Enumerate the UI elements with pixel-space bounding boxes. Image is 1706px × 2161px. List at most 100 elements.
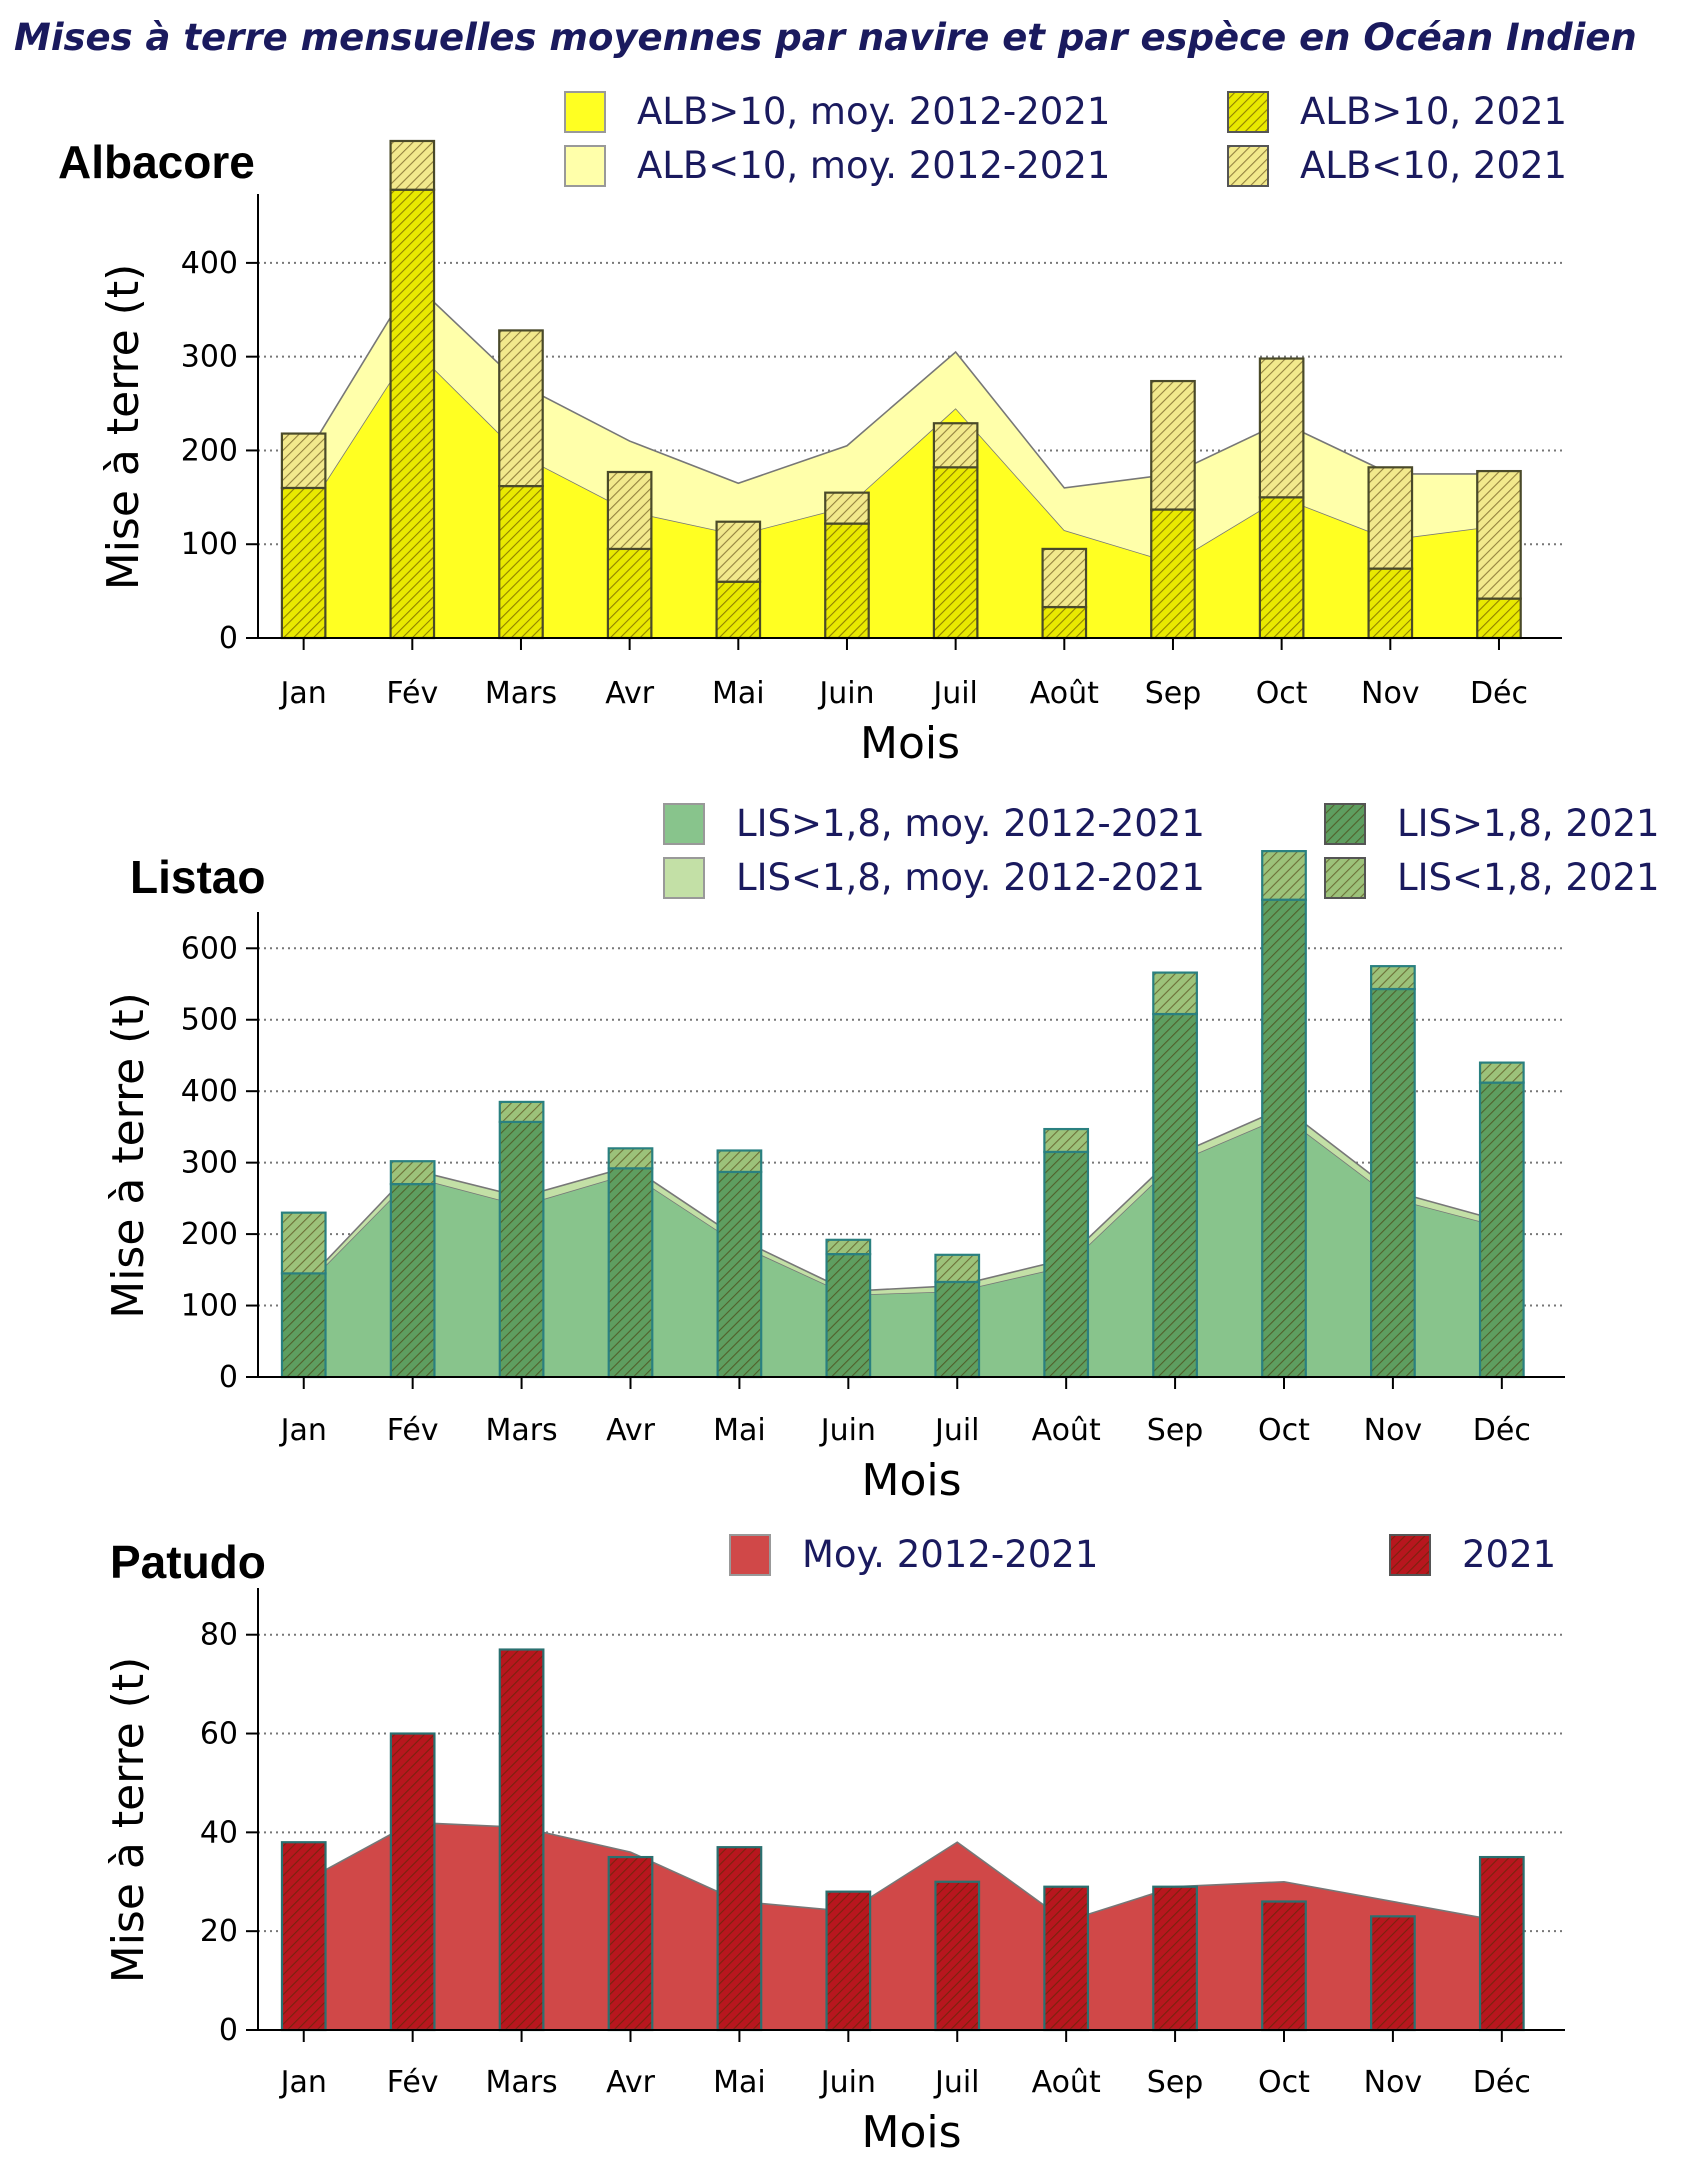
x-tick-label: Déc: [1470, 676, 1528, 711]
legend-label: 2021: [1462, 1533, 1556, 1576]
y-tick-label: 100: [181, 1289, 238, 1324]
bar-2-1: [389, 139, 436, 191]
legend-label: LIS>1,8, moy. 2012-2021: [736, 802, 1205, 845]
bar-1-9: [1261, 1900, 1307, 2032]
legend-label: LIS<1,8, 2021: [1397, 856, 1660, 899]
x-tick-label: Déc: [1473, 2065, 1531, 2100]
bar-2-0: [280, 1211, 327, 1275]
legend-swatch: [663, 803, 705, 845]
legend-label: ALB>10, moy. 2012-2021: [637, 90, 1110, 133]
y-tick-label: 0: [219, 621, 238, 656]
panel-title: Patudo: [110, 1536, 266, 1588]
bar-1-1: [389, 1732, 436, 2032]
x-tick-label: Jan: [279, 2065, 327, 2100]
legend-swatch: [1324, 803, 1366, 845]
bar-1-6: [934, 1880, 981, 2032]
x-tick-label: Juin: [819, 1413, 876, 1448]
bar-1-2: [498, 484, 544, 640]
y-tick-label: 300: [181, 1146, 238, 1181]
bar-1-9: [1261, 898, 1307, 1379]
panel-title: Listao: [130, 851, 265, 903]
bar-1-0: [280, 486, 327, 640]
panel-title: Albacore: [58, 136, 255, 188]
x-tick-label: Juil: [933, 1413, 980, 1448]
bar-2-9: [1261, 850, 1307, 901]
y-tick-label: 0: [219, 2013, 238, 2048]
bar-1-9: [1258, 496, 1305, 640]
legend-swatch: [663, 857, 705, 899]
x-tick-label: Sep: [1147, 1413, 1204, 1448]
figure-title: Mises à terre mensuelles moyennes par na…: [14, 16, 1637, 59]
legend-swatch: [1227, 91, 1269, 133]
bar-1-7: [1043, 1885, 1090, 2032]
bar-1-5: [825, 1253, 872, 1379]
bar-2-3: [607, 1147, 654, 1170]
bar-1-3: [607, 1855, 654, 2032]
y-tick-label: 60: [200, 1717, 238, 1752]
bar-1-5: [824, 522, 870, 640]
x-tick-label: Juil: [933, 2065, 980, 2100]
bar-2-8: [1150, 379, 1196, 511]
legend-swatch: [1227, 145, 1269, 187]
x-tick-label: Nov: [1364, 2065, 1423, 2100]
bar-1-2: [498, 1120, 545, 1379]
bar-2-3: [606, 470, 653, 551]
x-axis-label: Mois: [860, 718, 960, 769]
area-series-1: [303, 1822, 1502, 2030]
bar-1-4: [715, 580, 762, 640]
area-series-1: [303, 347, 1499, 638]
bar-1-3: [607, 1167, 654, 1379]
bar-1-7: [1041, 605, 1088, 640]
bar-1-8: [1152, 1012, 1198, 1379]
x-tick-label: Mars: [485, 2065, 557, 2100]
bar-1-8: [1150, 508, 1196, 640]
bar-1-4: [716, 1846, 763, 2032]
x-tick-label: Juin: [817, 676, 874, 711]
legend-swatch: [729, 1534, 771, 1576]
bar-1-10: [1367, 567, 1414, 640]
bar-2-10: [1367, 466, 1414, 570]
bar-2-10: [1370, 965, 1416, 991]
legend-swatch: [1324, 857, 1366, 899]
x-axis-label: Mois: [861, 1455, 961, 1506]
bar-1-5: [825, 1890, 872, 2032]
y-tick-label: 80: [200, 1618, 238, 1653]
legend-label: ALB>10, 2021: [1300, 90, 1567, 133]
y-tick-label: 0: [219, 1360, 238, 1395]
bar-2-2: [498, 1100, 545, 1124]
bar-2-4: [715, 520, 762, 583]
bar-1-7: [1043, 1150, 1090, 1379]
legend-label: ALB<10, 2021: [1300, 144, 1567, 187]
bar-1-8: [1152, 1885, 1198, 2032]
legend-swatch: [564, 145, 606, 187]
panel-patudo: Patudo 0 20 40 60 80 Jan Fév Mars Avr Mai Juin Juil A…: [103, 1533, 1565, 2158]
panel-listao: Listao 0 100 200 300 400 500 600 Jan Fév Mars Avr Ma…: [103, 802, 1660, 1506]
x-tick-label: Juil: [931, 676, 978, 711]
bar-2-6: [934, 1253, 981, 1284]
bar-2-2: [498, 329, 544, 488]
bar-1-11: [1478, 1081, 1525, 1379]
bar-1-4: [716, 1170, 763, 1379]
y-tick-label: 40: [200, 1815, 238, 1850]
x-tick-label: Août: [1032, 1413, 1101, 1448]
y-axis-label: Mise à terre (t): [98, 264, 149, 591]
bar-1-2: [498, 1648, 545, 2032]
bar-1-6: [934, 1280, 981, 1379]
x-tick-label: Oct: [1256, 676, 1308, 711]
x-tick-label: Jan: [279, 676, 327, 711]
bar-2-1: [389, 1160, 436, 1186]
y-axis-label: Mise à terre (t): [103, 1657, 154, 1984]
y-tick-label: 200: [181, 433, 238, 468]
x-tick-label: Nov: [1361, 676, 1420, 711]
area-series-2: [303, 281, 1499, 563]
y-tick-label: 400: [181, 246, 238, 281]
area-series-1: [303, 1116, 1502, 1377]
legend-swatch: [564, 91, 606, 133]
x-tick-label: Nov: [1364, 1413, 1423, 1448]
y-tick-label: 600: [181, 931, 238, 966]
bar-2-7: [1041, 547, 1088, 609]
bar-1-0: [280, 1272, 327, 1379]
x-tick-label: Août: [1032, 2065, 1101, 2100]
y-tick-label: 300: [181, 340, 238, 375]
